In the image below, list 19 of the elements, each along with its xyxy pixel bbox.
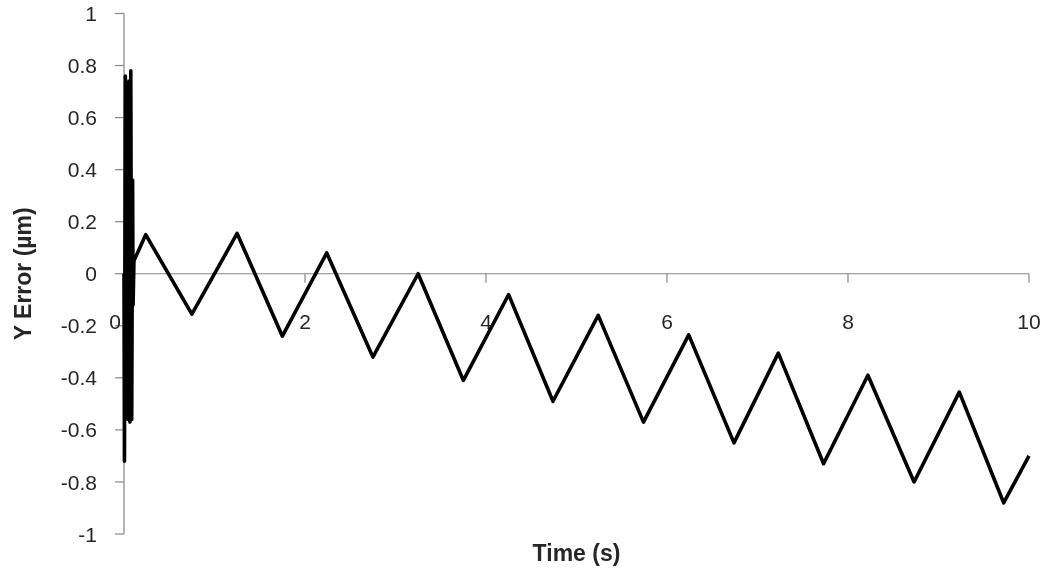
y-tick-label: 0.8 xyxy=(67,54,97,78)
y-tick-label: 0.4 xyxy=(67,158,98,182)
y-tick-label: 0.6 xyxy=(67,106,97,130)
y-tick-label: -0.2 xyxy=(60,314,97,338)
x-tick-label: 0 xyxy=(109,309,121,333)
y-tick-label: 0.2 xyxy=(67,210,97,234)
y-tick-label: 0 xyxy=(85,262,97,286)
y-axis-title: Y Error (µm) xyxy=(10,207,36,341)
x-tick-label: 6 xyxy=(661,309,673,333)
x-axis-title: Time (s) xyxy=(532,540,621,566)
x-tick-label: 10 xyxy=(1017,309,1041,333)
x-tick-label: 8 xyxy=(842,309,854,333)
y-tick-label: -0.6 xyxy=(60,418,97,442)
y-tick-label: 1 xyxy=(85,2,97,26)
x-tick-label: 4 xyxy=(480,309,493,333)
x-tick-label: 2 xyxy=(299,309,311,333)
y-tick-label: -1 xyxy=(78,522,97,546)
y-tick-label: -0.8 xyxy=(60,470,97,494)
y-tick-label: -0.4 xyxy=(60,366,98,390)
